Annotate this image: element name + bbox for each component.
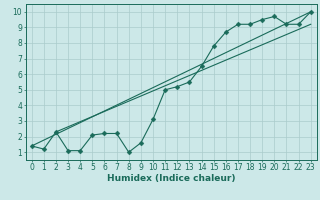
X-axis label: Humidex (Indice chaleur): Humidex (Indice chaleur) xyxy=(107,174,236,183)
